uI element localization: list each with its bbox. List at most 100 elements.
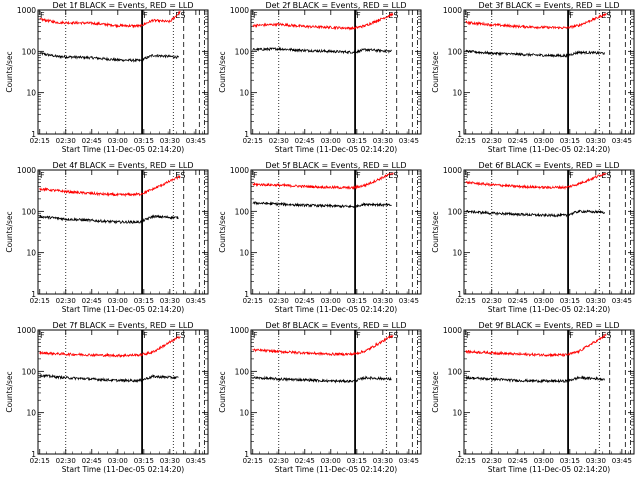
y-axis-label: Counts/sec <box>431 211 440 252</box>
x-tick-label: 02:30 <box>56 137 76 145</box>
annotation-label: F <box>466 11 471 20</box>
y-axis-label: Counts/sec <box>5 371 14 412</box>
x-tick-label: 03:45 <box>186 457 206 465</box>
x-tick-label: 02:45 <box>508 297 528 305</box>
y-tick-label: 1000 <box>17 166 36 175</box>
x-tick-label: 03:15 <box>134 457 154 465</box>
x-tick-label: 03:45 <box>612 457 632 465</box>
series-line-lld <box>39 175 181 198</box>
y-tick-label: 1000 <box>17 326 36 335</box>
x-tick-label: 03:30 <box>373 137 393 145</box>
x-tick-label: 02:30 <box>482 137 502 145</box>
x-tick-label: 03:00 <box>534 297 554 305</box>
y-tick-label: 1 <box>31 130 36 139</box>
plot-frame <box>463 9 635 135</box>
y-tick-label: 10 <box>452 249 462 258</box>
x-tick-label: 03:15 <box>347 457 367 465</box>
annotation-label: ES <box>388 171 398 180</box>
x-tick-label: 03:00 <box>321 457 341 465</box>
x-axis-label: Start Time (11-Dec-05 02:14:20) <box>275 305 397 314</box>
x-tick-label: 03:45 <box>612 137 632 145</box>
y-tick-label: 100 <box>235 47 250 56</box>
annotation-label: F <box>356 11 361 20</box>
x-axis-label: Start Time (11-Dec-05 02:14:20) <box>488 305 610 314</box>
y-tick-label: 100 <box>22 367 37 376</box>
chart-title: Det 5f BLACK = Events, RED = LLD <box>265 161 406 170</box>
chart-title: Det 1f BLACK = Events, RED = LLD <box>52 1 193 10</box>
x-axis-label: Start Time (11-Dec-05 02:14:20) <box>275 145 397 154</box>
y-tick-label: 100 <box>235 207 250 216</box>
chart-panel-5: Det 5f BLACK = Events, RED = LLD 1 10 100 10… <box>218 161 422 314</box>
x-tick-label: 03:30 <box>373 297 393 305</box>
y-tick-label: 1000 <box>443 166 462 175</box>
annotation-label: F <box>569 331 574 340</box>
series-line-events <box>39 214 179 225</box>
y-tick-label: 10 <box>239 249 249 258</box>
annotation-label: F <box>356 171 361 180</box>
x-axis-label: Start Time (11-Dec-05 02:14:20) <box>62 145 184 154</box>
plot-frame <box>250 9 422 135</box>
annotation-label: F <box>569 171 574 180</box>
x-axis-label: Start Time (11-Dec-05 02:14:20) <box>488 145 610 154</box>
series-line-events <box>39 51 179 63</box>
x-tick-label: 03:30 <box>160 457 180 465</box>
chart-panel-3: Det 3f BLACK = Events, RED = LLD 1 10 100 10… <box>431 1 635 154</box>
y-axis-label: Counts/sec <box>5 51 14 92</box>
x-tick-label: 02:15 <box>30 137 50 145</box>
x-tick-label: 02:45 <box>295 137 315 145</box>
x-tick-label: 02:30 <box>482 457 502 465</box>
chart-title: Det 6f BLACK = Events, RED = LLD <box>478 161 619 170</box>
annotation-label: ES <box>175 11 185 20</box>
series-line-events <box>39 373 179 383</box>
x-tick-label: 03:15 <box>560 137 580 145</box>
x-tick-label: 03:30 <box>586 297 606 305</box>
annotation-label: ES <box>175 331 185 340</box>
annotation-label: F <box>40 11 45 20</box>
annotation-label: F <box>40 331 45 340</box>
y-tick-label: 1000 <box>17 6 36 15</box>
series-line-events <box>465 49 605 58</box>
chart-panel-9: Det 9f BLACK = Events, RED = LLD 1 10 100 10… <box>431 321 635 474</box>
annotation-label: ES <box>601 331 611 340</box>
x-tick-label: 03:00 <box>321 137 341 145</box>
chart-panel-4: Det 4f BLACK = Events, RED = LLD 1 10 100 10… <box>5 161 209 314</box>
x-tick-label: 03:00 <box>108 137 128 145</box>
y-axis-label: Counts/sec <box>431 51 440 92</box>
y-tick-label: 100 <box>235 367 250 376</box>
plot-frame <box>463 169 635 295</box>
y-tick-label: 1 <box>457 450 462 459</box>
annotation-label: ES <box>175 171 185 180</box>
y-tick-label: 1 <box>244 130 249 139</box>
x-tick-label: 03:00 <box>534 137 554 145</box>
y-tick-label: 100 <box>448 367 463 376</box>
x-tick-label: 03:15 <box>134 137 154 145</box>
y-axis-label: Counts/sec <box>5 211 14 252</box>
y-axis-label: Counts/sec <box>218 211 227 252</box>
x-tick-label: 02:15 <box>30 297 50 305</box>
annotation-label: ES <box>601 11 611 20</box>
y-tick-label: 100 <box>22 207 37 216</box>
x-tick-label: 02:45 <box>82 137 102 145</box>
y-tick-label: 10 <box>239 89 249 98</box>
x-tick-label: 03:45 <box>399 137 419 145</box>
annotation-label: F <box>143 171 148 180</box>
y-axis-label: Counts/sec <box>431 371 440 412</box>
y-tick-label: 1000 <box>230 166 249 175</box>
y-tick-label: 100 <box>22 47 37 56</box>
annotation-label: F <box>466 331 471 340</box>
plot-frame <box>37 9 209 135</box>
series-line-lld <box>465 12 607 30</box>
x-tick-label: 02:30 <box>56 457 76 465</box>
x-tick-label: 02:15 <box>243 137 263 145</box>
y-tick-label: 1 <box>457 130 462 139</box>
series-line-events <box>465 209 605 218</box>
x-tick-label: 02:45 <box>508 457 528 465</box>
chart-title: Det 9f BLACK = Events, RED = LLD <box>478 321 619 330</box>
chart-panel-1: Det 1f BLACK = Events, RED = LLD 1 10 100 10… <box>5 1 209 154</box>
x-tick-label: 03:15 <box>560 457 580 465</box>
y-tick-label: 10 <box>452 89 462 98</box>
chart-title: Det 7f BLACK = Events, RED = LLD <box>52 321 193 330</box>
y-tick-label: 1 <box>244 450 249 459</box>
plot-frame <box>37 169 209 295</box>
plot-frame <box>250 169 422 295</box>
